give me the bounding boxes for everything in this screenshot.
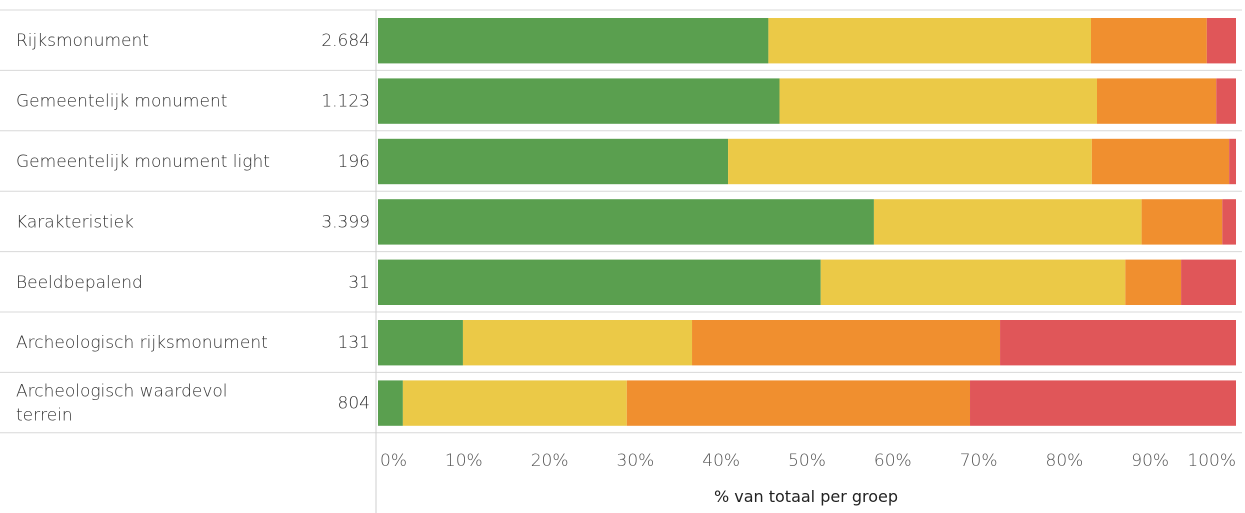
x-tick-label: 50% bbox=[788, 451, 826, 471]
bar-segment bbox=[378, 259, 821, 305]
x-tick-label: 90% bbox=[1131, 451, 1169, 471]
category-label: Beeldbepalend bbox=[16, 273, 143, 293]
bar-segment bbox=[1206, 18, 1236, 64]
bar-segment bbox=[626, 380, 971, 426]
bar-segment bbox=[1097, 78, 1217, 124]
bar-segment bbox=[768, 18, 1091, 64]
bars bbox=[378, 18, 1236, 426]
x-tick-label: 0% bbox=[380, 451, 407, 471]
bar-segment bbox=[1181, 259, 1236, 305]
category-label: Archeologisch waardevol terrein bbox=[16, 382, 228, 426]
x-tick-label: 70% bbox=[960, 451, 998, 471]
bar-segment bbox=[1090, 18, 1207, 64]
bar-segment bbox=[1000, 320, 1236, 366]
bar-segment bbox=[1125, 259, 1182, 305]
bar-segment bbox=[402, 380, 627, 426]
x-tick-label: 80% bbox=[1046, 451, 1084, 471]
x-tick-label: 60% bbox=[874, 451, 912, 471]
bar-segment bbox=[1222, 199, 1236, 245]
rows: Rijksmonument 2.684 Gemeentelijk monument 1… bbox=[0, 9, 1242, 513]
bar-segment bbox=[820, 259, 1126, 305]
bar-segment bbox=[378, 138, 729, 185]
bar-segment bbox=[779, 78, 1098, 124]
bar-segment bbox=[462, 320, 693, 366]
category-label: Karakteristiek bbox=[16, 212, 134, 232]
category-count: 2.684 bbox=[321, 31, 370, 51]
bar-segment bbox=[873, 199, 1142, 245]
category-label: Rijksmonument bbox=[16, 31, 149, 51]
category-label: Archeologisch rijksmonument bbox=[16, 333, 268, 353]
category-count: 196 bbox=[338, 152, 370, 172]
category-count: 804 bbox=[338, 394, 370, 414]
category-count: 3.399 bbox=[321, 212, 370, 232]
bar-segment bbox=[378, 380, 403, 426]
bar-segment bbox=[1229, 138, 1236, 185]
category-count: 1.123 bbox=[321, 92, 370, 112]
bar-segment bbox=[378, 18, 769, 64]
bar-segment bbox=[970, 380, 1236, 426]
bar-segment bbox=[1141, 199, 1223, 245]
bar-segment bbox=[728, 138, 1092, 185]
bar-segment bbox=[1091, 138, 1230, 185]
x-axis: 0% 10% 20% 30% 40% 50% 60% 70% 80% 90% 100% bbox=[380, 451, 1236, 471]
category-count: 31 bbox=[348, 273, 370, 293]
x-axis-title: % van totaal per groep bbox=[714, 487, 898, 506]
bar-segment bbox=[378, 320, 463, 366]
category-count: 131 bbox=[338, 333, 370, 353]
x-tick-label: 100% bbox=[1187, 451, 1236, 471]
bar-segment bbox=[692, 320, 1001, 366]
bar-segment bbox=[378, 78, 780, 124]
bar-segment bbox=[378, 199, 874, 245]
x-tick-label: 10% bbox=[445, 451, 483, 471]
x-tick-label: 30% bbox=[617, 451, 655, 471]
category-label: Gemeentelijk monument light bbox=[16, 152, 270, 172]
x-tick-label: 40% bbox=[702, 451, 740, 471]
x-tick-label: 20% bbox=[531, 451, 569, 471]
category-label: Gemeentelijk monument bbox=[16, 92, 227, 112]
bar-segment bbox=[1216, 78, 1236, 124]
